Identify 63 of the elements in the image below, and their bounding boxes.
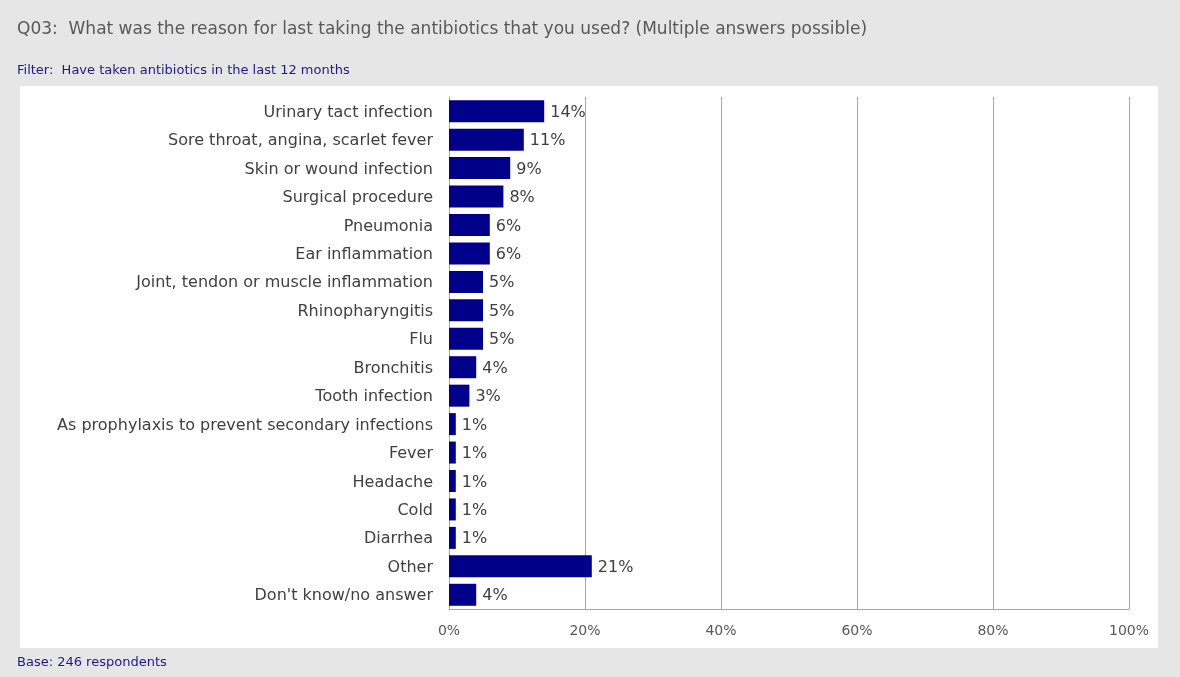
y-tick-label: Ear inflammation [295, 243, 433, 263]
data-label: 1% [461, 414, 488, 434]
data-label: 6% [495, 243, 522, 263]
x-tick-label: 100% [1108, 622, 1150, 638]
data-label: 21% [597, 556, 634, 576]
bar [449, 242, 490, 265]
bar [449, 526, 456, 549]
bar [449, 413, 456, 436]
bar [449, 214, 490, 236]
bar [449, 185, 504, 208]
data-label: 5% [489, 272, 515, 292]
x-tick-label: 20% [569, 622, 601, 638]
data-label: 1% [461, 499, 488, 519]
data-label: 8% [509, 187, 535, 207]
y-tick-label: Bronchitis [353, 357, 433, 377]
chart-title: Q03: What was the reason for last taking the antibiotics that you used? (Multiple answers possible) [17, 17, 868, 38]
y-tick-label: Don't know/no answer [254, 585, 434, 605]
bar [449, 441, 456, 464]
bar [449, 555, 592, 578]
text: Base: 246 respondents [17, 654, 167, 669]
y-tick-label: Cold [397, 499, 433, 519]
bar [449, 356, 477, 379]
data-label: 5% [489, 329, 515, 349]
y-tick-label: Skin or wound infection [244, 158, 433, 178]
bar [449, 583, 477, 606]
bar [449, 270, 483, 293]
y-tick-label: Flu [409, 329, 433, 349]
bar [449, 327, 483, 350]
bar [449, 384, 470, 407]
x-tick-label: 60% [841, 622, 873, 638]
data-label: 5% [489, 300, 515, 320]
y-tick-label: Tooth infection [314, 386, 433, 406]
y-tick-label: Sore throat, angina, scarlet fever [168, 130, 434, 150]
data-label: 14% [550, 101, 586, 121]
bar [449, 470, 456, 492]
text: Filter: Have taken antibiotics in the last 12 months [17, 62, 351, 77]
data-label: 1% [461, 443, 488, 463]
x-tick-label: 80% [977, 622, 1009, 638]
bar [449, 157, 511, 180]
y-tick-label: Rhinopharyngitis [297, 300, 433, 320]
x-tick-label: 40% [705, 622, 737, 638]
bar [449, 299, 483, 322]
data-label: 9% [516, 158, 542, 178]
y-tick-label: Diarrhea [364, 528, 433, 548]
y-tick-label: Surgical procedure [282, 187, 433, 207]
data-label: 4% [482, 585, 508, 605]
bar [449, 100, 545, 123]
y-tick-label: Pneumonia [343, 215, 433, 235]
data-label: 3% [475, 386, 501, 406]
data-label: 4% [482, 357, 508, 377]
bar [449, 498, 456, 521]
data-label: 1% [461, 471, 488, 491]
data-label: 6% [495, 215, 522, 235]
y-tick-label: Joint, tendon or muscle inflammation [135, 272, 433, 292]
data-label: 11% [529, 130, 566, 150]
y-tick-label: Urinary tact infection [263, 101, 433, 121]
y-tick-label: As prophylaxis to prevent secondary infections [57, 414, 433, 434]
y-tick-label: Headache [352, 471, 433, 491]
x-tick-label: 0% [437, 622, 461, 638]
y-tick-label: Fever [388, 443, 434, 463]
data-label: 1% [461, 528, 488, 548]
y-tick-label: Other [387, 556, 434, 576]
bar [449, 128, 524, 151]
